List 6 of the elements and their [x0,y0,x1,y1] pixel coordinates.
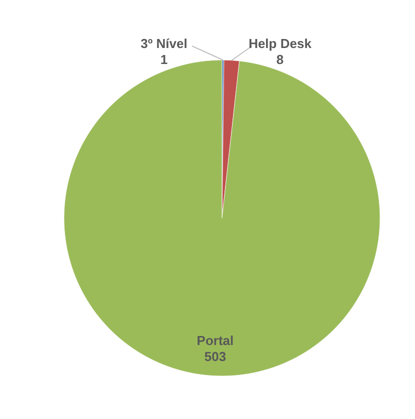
data-label: 1 [160,52,168,67]
data-label: 8 [276,52,284,67]
slice-label: Portal [196,333,234,348]
data-label: 503 [204,349,226,364]
slice-label: Help Desk [248,36,312,51]
slice-label: 3º Nível [140,36,188,51]
